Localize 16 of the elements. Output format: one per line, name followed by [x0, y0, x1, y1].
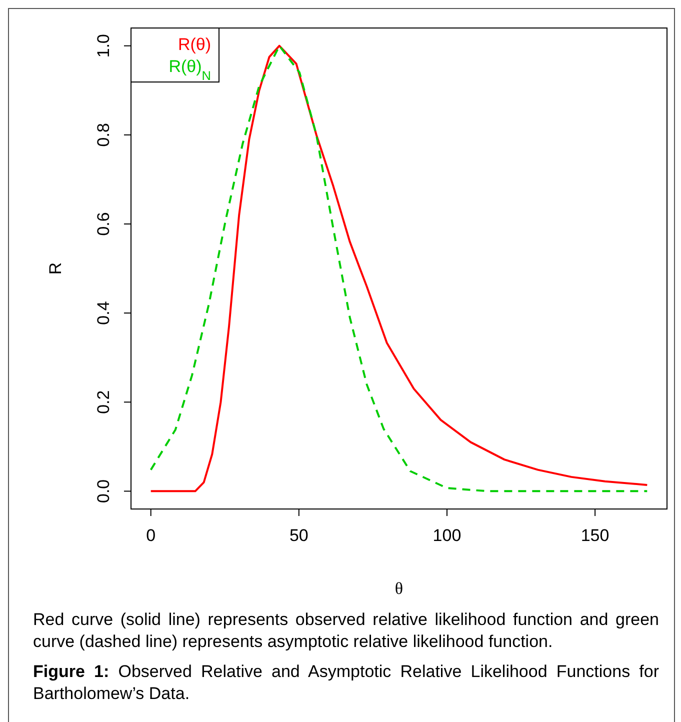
text: R(θ)$_{N}$: [168, 57, 211, 82]
y-tick-label: 0.4: [94, 301, 113, 325]
text: R(θ): [178, 35, 211, 54]
y-tick-label: 0.2: [94, 390, 113, 414]
caption: Figure 1: Observed Relative and Asymptotic Relative Likelihood Functions for Bartholomew’s Data.: [33, 662, 659, 703]
text: Red curve (solid line) represents observed relative likelihood function and green curve (dashed line) represents asymptotic relative likelihood function.: [33, 610, 659, 651]
y-tick-label: 0.8: [94, 123, 113, 147]
x-tick-label: 0: [146, 526, 156, 545]
y-tick-label: 0.6: [94, 212, 113, 236]
x-axis-title: θ: [394, 579, 404, 598]
y-axis-title: R: [46, 262, 65, 275]
x-tick-label: 150: [580, 526, 610, 545]
y-tick-label: 1.0: [94, 34, 113, 58]
x-tick-label: 50: [289, 526, 308, 545]
y-tick-label: 0.0: [94, 479, 113, 504]
x-tick-label: 100: [432, 526, 462, 545]
